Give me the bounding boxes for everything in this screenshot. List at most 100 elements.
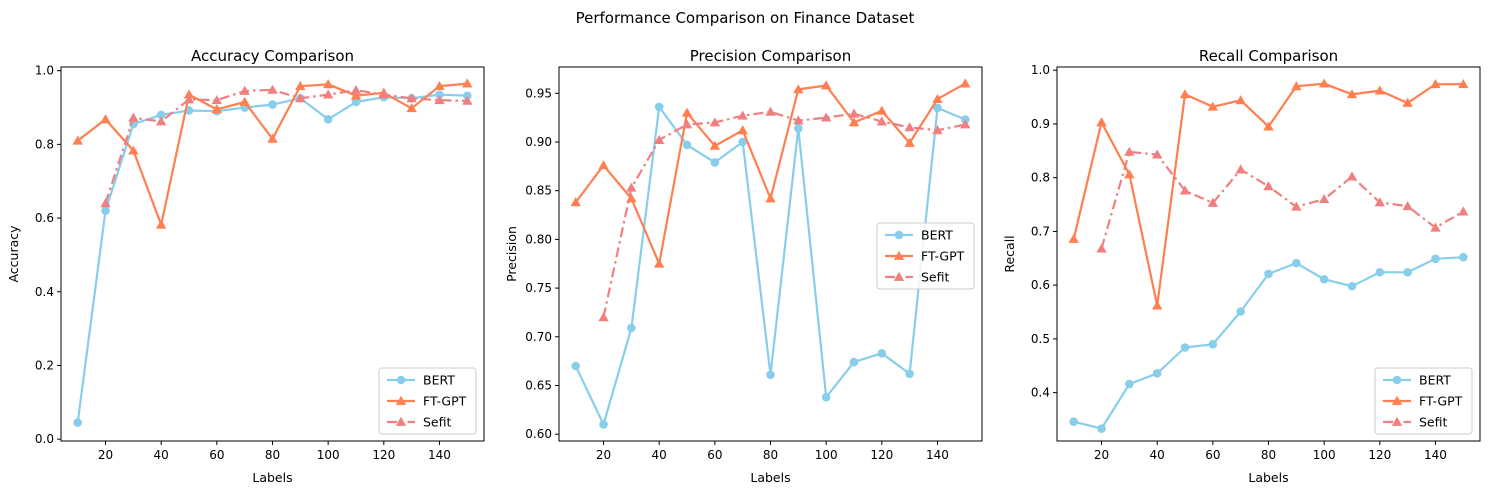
data-point	[1459, 252, 1468, 262]
data-point	[1179, 185, 1191, 195]
legend-swatch-marker	[893, 271, 905, 281]
x-axis-label: Labels	[252, 470, 292, 485]
legend-swatch-marker	[395, 395, 407, 405]
data-point	[571, 361, 580, 371]
data-point	[876, 116, 888, 126]
data-point	[1208, 339, 1218, 349]
legend-swatch-marker	[395, 416, 407, 426]
data-point	[322, 89, 334, 99]
data-point	[766, 370, 775, 380]
series-sefit	[100, 84, 473, 208]
data-point	[627, 323, 636, 333]
data-point	[598, 160, 609, 170]
data-point	[1430, 78, 1441, 89]
legend-label: BERT	[423, 373, 455, 388]
data-point	[1151, 149, 1163, 159]
y-tick-label: 1.0	[35, 64, 54, 78]
legend-swatch-marker	[1392, 375, 1402, 385]
data-point	[1069, 417, 1078, 426]
y-tick-label: 0.90	[525, 135, 552, 149]
legend: BERT FT-GPT Sefit	[876, 222, 975, 290]
data-point	[462, 95, 473, 105]
data-point	[932, 125, 943, 135]
data-point	[1096, 243, 1107, 253]
y-tick-label: 0.8	[35, 137, 54, 151]
series-sefit	[598, 106, 971, 322]
data-point	[960, 119, 971, 129]
y-tick-label: 0.2	[35, 358, 54, 372]
data-point	[710, 158, 720, 167]
data-point	[737, 110, 748, 120]
data-point	[599, 420, 608, 429]
chart-panel-2: Precision Comparison 20 40 60 80 100 120 140 0.6…	[504, 47, 983, 485]
legend-label: Sefit	[921, 270, 949, 285]
legend-label: FT-GPT	[1419, 394, 1463, 409]
data-point	[793, 84, 804, 94]
data-point	[653, 258, 665, 268]
data-point	[933, 103, 942, 113]
y-tick-label: 0.70	[525, 330, 552, 344]
x-tick-label: 140	[926, 448, 949, 462]
data-point	[1235, 164, 1246, 174]
data-point	[877, 349, 887, 358]
legend-box	[1374, 367, 1473, 435]
y-tick-label: 1.0	[1031, 63, 1050, 77]
data-point	[239, 85, 250, 95]
y-axis-label: Accuracy	[6, 225, 21, 283]
data-point	[598, 312, 609, 322]
data-point	[350, 90, 362, 100]
legend: BERT FT-GPT Sefit	[378, 367, 477, 435]
x-tick-label: 80	[265, 448, 280, 462]
legend-label: BERT	[921, 228, 953, 243]
data-point	[406, 93, 417, 103]
data-point	[653, 134, 665, 144]
data-point	[1264, 269, 1273, 279]
x-tick-label: 80	[763, 448, 778, 462]
data-point	[211, 104, 223, 114]
data-point	[1180, 343, 1190, 352]
data-point	[1318, 193, 1330, 204]
data-point	[794, 124, 803, 133]
y-tick-label: 0.4	[1031, 386, 1050, 400]
data-point	[378, 89, 390, 99]
data-point	[73, 418, 82, 427]
data-point	[1068, 233, 1079, 243]
legend-label: FT-GPT	[921, 249, 965, 264]
data-point	[626, 193, 637, 203]
data-point	[1151, 300, 1163, 310]
series-line	[602, 110, 966, 318]
data-point	[626, 182, 637, 192]
data-point	[1207, 197, 1219, 207]
x-tick-label: 60	[209, 448, 224, 462]
x-tick-label: 100	[815, 448, 838, 462]
data-point	[155, 219, 167, 229]
data-point	[1319, 274, 1329, 284]
data-point	[848, 108, 860, 118]
legend: BERT FT-GPT Sefit	[1374, 367, 1473, 435]
data-point	[211, 94, 223, 105]
data-point	[904, 137, 915, 147]
data-point	[295, 80, 306, 91]
x-tick-label: 20	[98, 448, 113, 462]
y-axis-label: Recall	[1002, 235, 1017, 272]
data-point	[1179, 89, 1191, 99]
y-tick-label: 0.85	[525, 184, 552, 198]
data-point	[155, 116, 167, 126]
series-line	[1100, 150, 1464, 249]
x-tick-label: 120	[1368, 448, 1391, 462]
x-tick-label: 20	[1094, 448, 1109, 462]
y-axis-label: Precision	[504, 226, 519, 282]
data-point	[462, 78, 473, 88]
data-point	[406, 103, 417, 113]
legend-label: Sefit	[423, 415, 451, 430]
data-point	[1374, 197, 1386, 207]
data-point	[738, 137, 747, 147]
series-sefit	[1096, 146, 1469, 253]
data-point	[1346, 171, 1358, 181]
y-tick-label: 0.6	[1031, 278, 1050, 292]
data-point	[1291, 81, 1302, 91]
data-point	[322, 79, 334, 89]
data-point	[932, 93, 943, 104]
data-point	[820, 112, 832, 122]
data-point	[960, 78, 971, 88]
